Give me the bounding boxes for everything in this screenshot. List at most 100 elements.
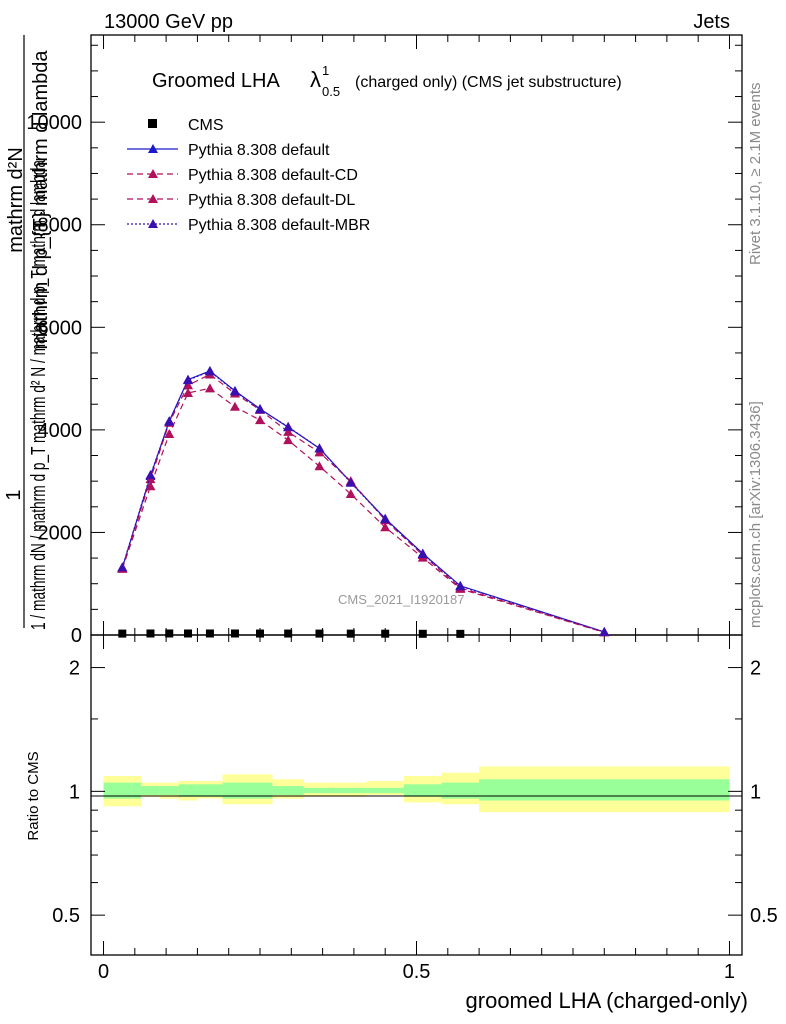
series-point xyxy=(183,387,194,397)
series-point xyxy=(345,477,356,487)
cms-data-point xyxy=(315,629,324,638)
ylabel-denominator: mathrm d p_{T} mathrm d lambda xyxy=(30,50,52,350)
ratio-x-tick-label: 0 xyxy=(98,961,109,983)
legend-marker xyxy=(148,219,158,228)
cms-data-point xyxy=(184,629,193,638)
ratio-uncertainty-bands xyxy=(103,766,730,813)
ratio-inner-band-bin xyxy=(247,782,273,799)
ratio-y-tick-label-right: 0.5 xyxy=(750,905,778,927)
ratio-inner-band-bin xyxy=(131,782,142,799)
ratio-y-axis-title: Ratio to CMS xyxy=(25,751,42,840)
series-point xyxy=(455,581,466,591)
ratio-inner-band-bin xyxy=(335,787,367,794)
analysis-watermark: CMS_2021_I1920187 xyxy=(338,592,465,607)
legend: CMS Pythia 8.308 default Pythia 8.308 defa… xyxy=(127,117,370,234)
cms-data-point xyxy=(346,629,355,638)
series-point xyxy=(314,461,325,471)
ylabel-full: 1 / mathrm dN / mathrm d p_T mathrm d² N… xyxy=(28,159,50,630)
main-y-tick-label: 2000 xyxy=(38,522,83,544)
cms-data-point xyxy=(256,629,265,638)
series-point xyxy=(417,548,428,558)
ratio-inner-band-bin xyxy=(441,782,480,799)
legend-marker xyxy=(148,194,158,203)
ratio-y-axis: 0.5 0.5 1 1 2 2 xyxy=(52,658,778,928)
ratio-inner-band-bin xyxy=(222,782,248,799)
plot-title: Groomed LHA λ 1 0.5 (charged only) (CMS … xyxy=(152,63,622,99)
plot-title-main: Groomed LHA xyxy=(152,70,280,92)
cms-data-point xyxy=(165,629,174,638)
rivet-version-label: Rivet 3.1.10, ≥ 2.1M events xyxy=(747,83,764,266)
ratio-y-tick-label-left: 1 xyxy=(69,781,80,803)
legend-label: Pythia 8.308 default-CD xyxy=(188,167,358,184)
ratio-inner-band-bin xyxy=(479,779,730,801)
ratio-inner-band-bin xyxy=(197,784,223,797)
ratio-inner-band-bin xyxy=(403,784,442,797)
legend-marker-cms xyxy=(148,119,157,128)
series-point xyxy=(255,404,266,414)
series-point xyxy=(164,416,175,426)
ylabel-one: 1 xyxy=(3,489,25,500)
series-point xyxy=(380,514,391,524)
ratio-inner-band-bin xyxy=(272,786,304,795)
series-point xyxy=(145,470,156,479)
cms-data-point xyxy=(284,629,293,638)
main-y-tick-label: 8000 xyxy=(38,215,83,237)
series-line-pythia-8-308-default-dl xyxy=(121,373,605,633)
legend-label: Pythia 8.308 default-DL xyxy=(188,192,355,209)
series-point xyxy=(183,375,194,385)
cms-data-point xyxy=(205,629,214,638)
cms-data-point xyxy=(118,629,127,638)
ratio-inner-band-bin xyxy=(303,787,336,794)
plot-title-sub: 0.5 xyxy=(322,84,340,99)
cms-data-point xyxy=(146,629,155,638)
legend-marker xyxy=(148,169,158,178)
main-y-tick-label: 6000 xyxy=(38,317,83,339)
ratio-y-tick-label-left: 0.5 xyxy=(52,905,80,927)
series-point xyxy=(183,380,194,390)
ratio-y-tick-label-right: 1 xyxy=(750,781,761,803)
series-point xyxy=(599,626,610,636)
ratio-inner-band-bin xyxy=(159,786,179,795)
plot-title-sup: 1 xyxy=(322,63,329,78)
series-point xyxy=(314,443,325,453)
ratio-inner-band-bin xyxy=(103,782,132,799)
series-line-pythia-8-308-default-mbr xyxy=(121,370,605,633)
plot-title-suffix: (charged only) (CMS jet substructure) xyxy=(355,74,622,91)
ratio-inner-band-bin xyxy=(178,784,198,797)
series-point xyxy=(255,415,266,425)
cms-data-point xyxy=(456,629,465,638)
series-point xyxy=(117,562,128,572)
header-left: 13000 GeV pp xyxy=(104,11,233,33)
mcplots-label: mcplots.cern.ch [arXiv:1306.3436] xyxy=(747,401,764,628)
ratio-x-tick-label: 1 xyxy=(724,961,735,983)
series-point xyxy=(283,421,294,431)
legend-marker xyxy=(148,144,158,153)
main-y-axis: 0 2000 4000 6000 8000 10000 xyxy=(26,44,742,647)
series-point xyxy=(380,522,391,532)
series-point xyxy=(229,401,240,411)
ratio-x-tick-label: 0.5 xyxy=(403,961,431,983)
main-y-tick-label: 10000 xyxy=(26,112,82,134)
ratio-y-tick-label-right: 2 xyxy=(750,658,761,680)
series-point xyxy=(283,435,294,445)
series-point xyxy=(345,488,356,498)
series-point xyxy=(229,386,240,396)
legend-label: CMS xyxy=(188,117,224,134)
data-series xyxy=(117,365,610,638)
main-y-axis-title: 1 mathrm d²N mathrm d p_{T} mathrm d lam… xyxy=(3,35,52,630)
legend-label: Pythia 8.308 default-MBR xyxy=(188,217,370,234)
plot-title-lambda: λ xyxy=(310,67,321,92)
ratio-inner-band-bin xyxy=(366,787,404,794)
series-point xyxy=(283,426,294,436)
series-point xyxy=(204,366,215,376)
ylabel-numerator: mathrm d²N xyxy=(5,147,27,253)
cms-data-point xyxy=(230,629,239,638)
header-right: Jets xyxy=(693,11,730,33)
ratio-inner-band-bin xyxy=(141,786,160,795)
series-line-pythia-8-308-default-cd xyxy=(121,387,605,634)
cms-data-point xyxy=(381,629,390,638)
main-y-tick-label: 0 xyxy=(71,625,82,647)
cms-data-point xyxy=(418,629,427,638)
series-point xyxy=(164,428,175,438)
x-axis-title: groomed LHA (charged-only) xyxy=(466,988,748,1013)
